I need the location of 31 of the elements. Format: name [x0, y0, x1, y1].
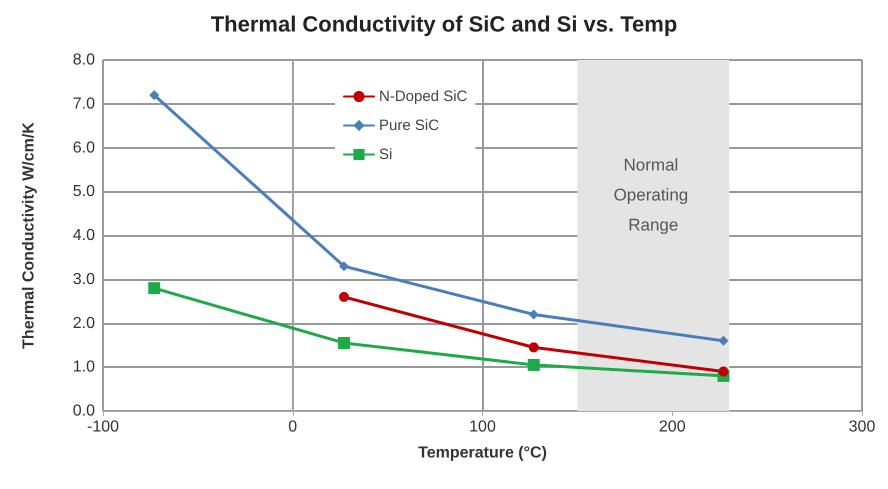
y-tick-label: 4.0 [72, 227, 96, 244]
x-tick-label: 100 [469, 418, 496, 436]
y-tick-label: 8.0 [72, 52, 96, 68]
x-tick-label: 200 [658, 418, 686, 436]
y-tick-label: 3.0 [72, 270, 96, 288]
point [718, 336, 728, 346]
x-tick-label: 0 [288, 418, 298, 436]
point [338, 292, 349, 302]
y-tick-label: 2.0 [72, 314, 96, 332]
point [528, 309, 539, 320]
band-label: Normal Operating Range [614, 156, 693, 234]
y-tick-label: 6.0 [72, 139, 96, 156]
y-tick-label: 0.0 [72, 402, 96, 420]
point [149, 90, 160, 100]
point [338, 336, 350, 349]
x-axis-title: Temperature (°C) [418, 444, 547, 462]
legend-label: Pure SiC [379, 117, 440, 134]
point [148, 282, 160, 294]
legend-label: Si [379, 146, 392, 163]
x-tick-label: 300 [848, 418, 876, 436]
y-tick-label: 7.0 [72, 95, 96, 112]
y-tick-label: 5.0 [72, 183, 96, 200]
x-tick-label: -100 [86, 418, 120, 436]
point [718, 366, 728, 377]
point [528, 342, 539, 352]
point [528, 358, 540, 371]
y-axis-title: Thermal Conductivity W/cm/K [20, 122, 38, 349]
y-tick-label: 1.0 [72, 358, 96, 376]
point [338, 261, 349, 272]
legend-label: N-Doped SiC [379, 88, 468, 105]
chart-title: Thermal Conductivity of SiC and Si vs. Temp [210, 12, 678, 36]
